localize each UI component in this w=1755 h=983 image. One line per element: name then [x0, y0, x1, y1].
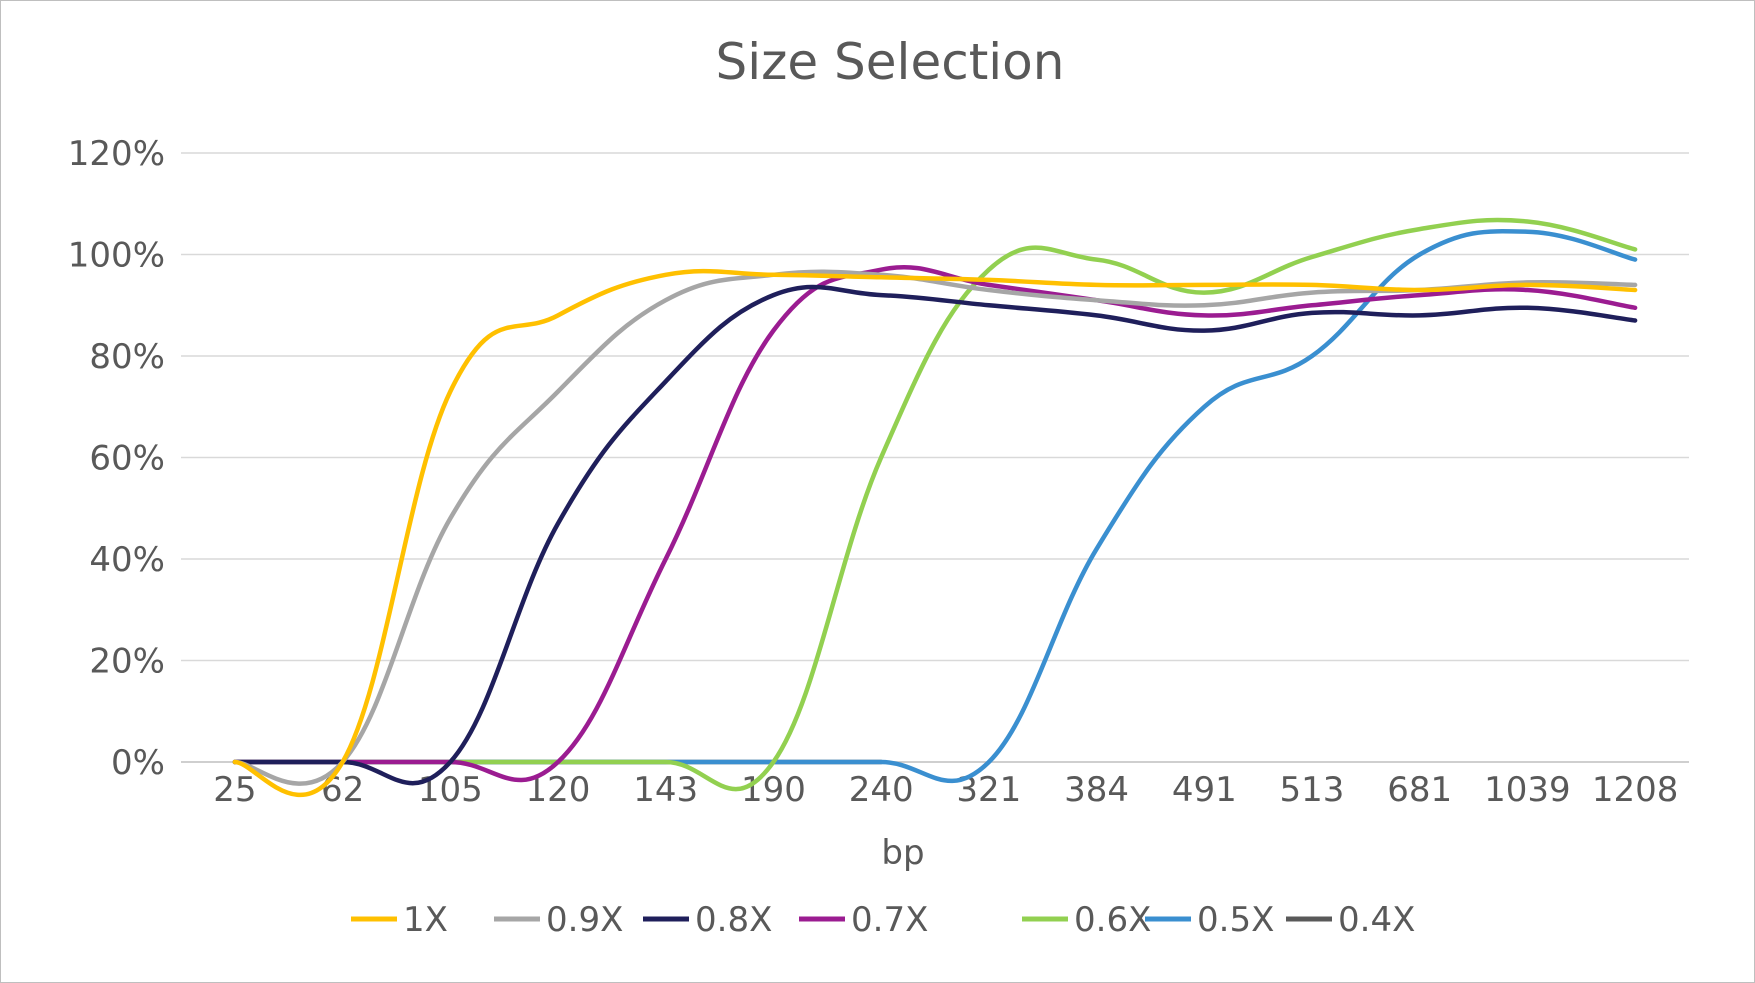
x-axis-ticks: 25 62 105 120 143 190 240 321 384 491 513 681 1039 12… — [213, 770, 1678, 810]
y-tick-label: 60% — [89, 439, 165, 479]
x-tick-label: 240 — [849, 770, 914, 810]
legend-label: 1X — [403, 900, 448, 940]
x-tick-label: 681 — [1387, 770, 1452, 810]
x-tick-label: 105 — [418, 770, 483, 810]
x-tick-label: 513 — [1280, 770, 1345, 810]
y-tick-label: 100% — [68, 236, 165, 276]
chart-title: Size Selection — [716, 33, 1065, 91]
series-group — [232, 217, 1638, 798]
legend: 1X 0.9X 0.8X 0.7X 0.6X 0.5X 0.4X — [351, 900, 1415, 940]
legend-label: 0.4X — [1338, 900, 1415, 940]
series-line-0-8x — [232, 284, 1638, 786]
series-line-0-7x — [232, 264, 1638, 783]
y-axis-ticks: 0% 20% 40% 60% 80% 100% 120% — [68, 134, 165, 783]
series-line-0-9x — [232, 269, 1638, 786]
y-tick-label: 0% — [111, 743, 165, 783]
series-line-0-6x — [232, 217, 1638, 792]
series-line-1x — [232, 268, 1638, 798]
x-tick-label: 25 — [213, 770, 256, 810]
legend-label: 0.7X — [851, 900, 928, 940]
y-tick-label: 120% — [68, 134, 165, 174]
legend-label: 0.5X — [1197, 900, 1274, 940]
x-tick-label: 190 — [741, 770, 806, 810]
gridlines — [181, 152, 1689, 763]
x-axis-label: bp — [881, 833, 924, 873]
legend-label: 0.6X — [1074, 900, 1151, 940]
y-tick-label: 20% — [89, 642, 165, 682]
x-tick-label: 1039 — [1484, 770, 1571, 810]
x-tick-label: 143 — [633, 770, 698, 810]
x-tick-label: 491 — [1172, 770, 1237, 810]
y-tick-label: 40% — [89, 540, 165, 580]
x-tick-label: 1208 — [1592, 770, 1679, 810]
x-tick-label: 384 — [1064, 770, 1129, 810]
legend-label: 0.8X — [695, 900, 772, 940]
y-tick-label: 80% — [89, 337, 165, 377]
legend-label: 0.9X — [546, 900, 623, 940]
